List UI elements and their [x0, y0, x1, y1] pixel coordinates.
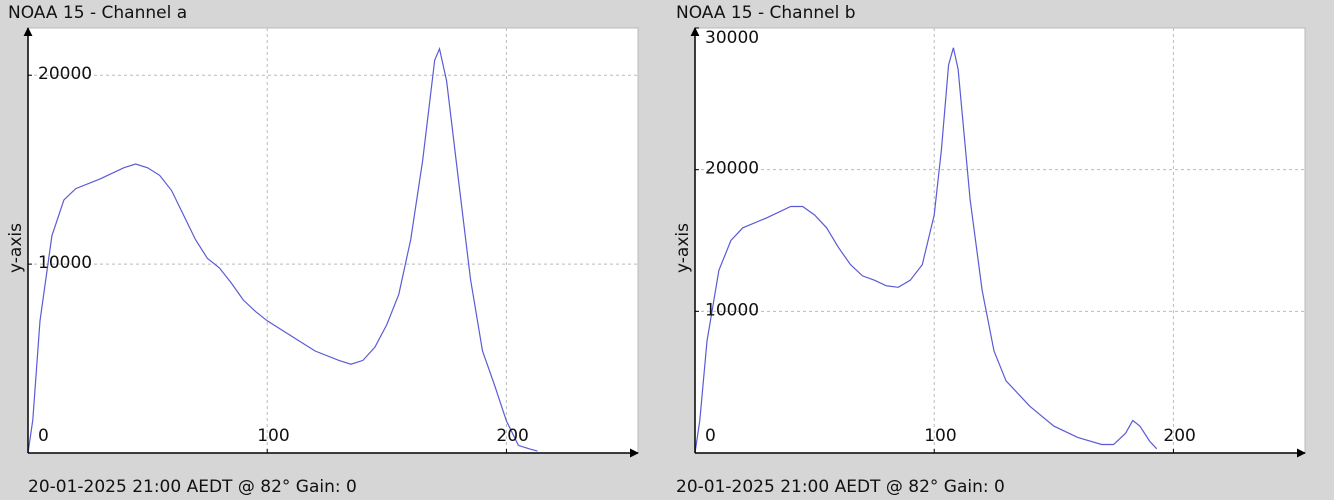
x-tick-label: 100	[924, 426, 956, 446]
caption: 20-01-2025 21:00 AEDT @ 82° Gain: 0	[28, 477, 357, 497]
x-tick-label: 200	[1163, 426, 1195, 446]
x-tick-label: 200	[496, 426, 528, 446]
caption: 20-01-2025 21:00 AEDT @ 82° Gain: 0	[676, 477, 1005, 497]
x-tick-label: 0	[705, 426, 716, 446]
x-tick-label: 0	[38, 426, 49, 446]
chart-title: NOAA 15 - Channel b	[676, 3, 856, 23]
y-tick-label: 10000	[705, 300, 759, 320]
x-tick-label: 100	[257, 426, 289, 446]
plot-area	[694, 27, 1306, 454]
data-line	[27, 46, 538, 454]
chart-title: NOAA 15 - Channel a	[8, 3, 187, 23]
y-tick-label: 20000	[38, 64, 92, 84]
y-tick-label: 10000	[38, 253, 92, 273]
caption-group: 20-01-2025 21:00 AEDT @ 82° Gain: 0	[676, 477, 1005, 497]
y-axis-label: y-axis	[673, 223, 693, 273]
y-axis-label: y-axis	[6, 223, 26, 273]
plot-area	[27, 27, 639, 454]
y-tick-label: 20000	[705, 159, 759, 179]
data-line	[694, 47, 1158, 454]
caption-group: 20-01-2025 21:00 AEDT @ 82° Gain: 0	[28, 477, 357, 497]
y-tick-label: 30000	[705, 28, 759, 48]
